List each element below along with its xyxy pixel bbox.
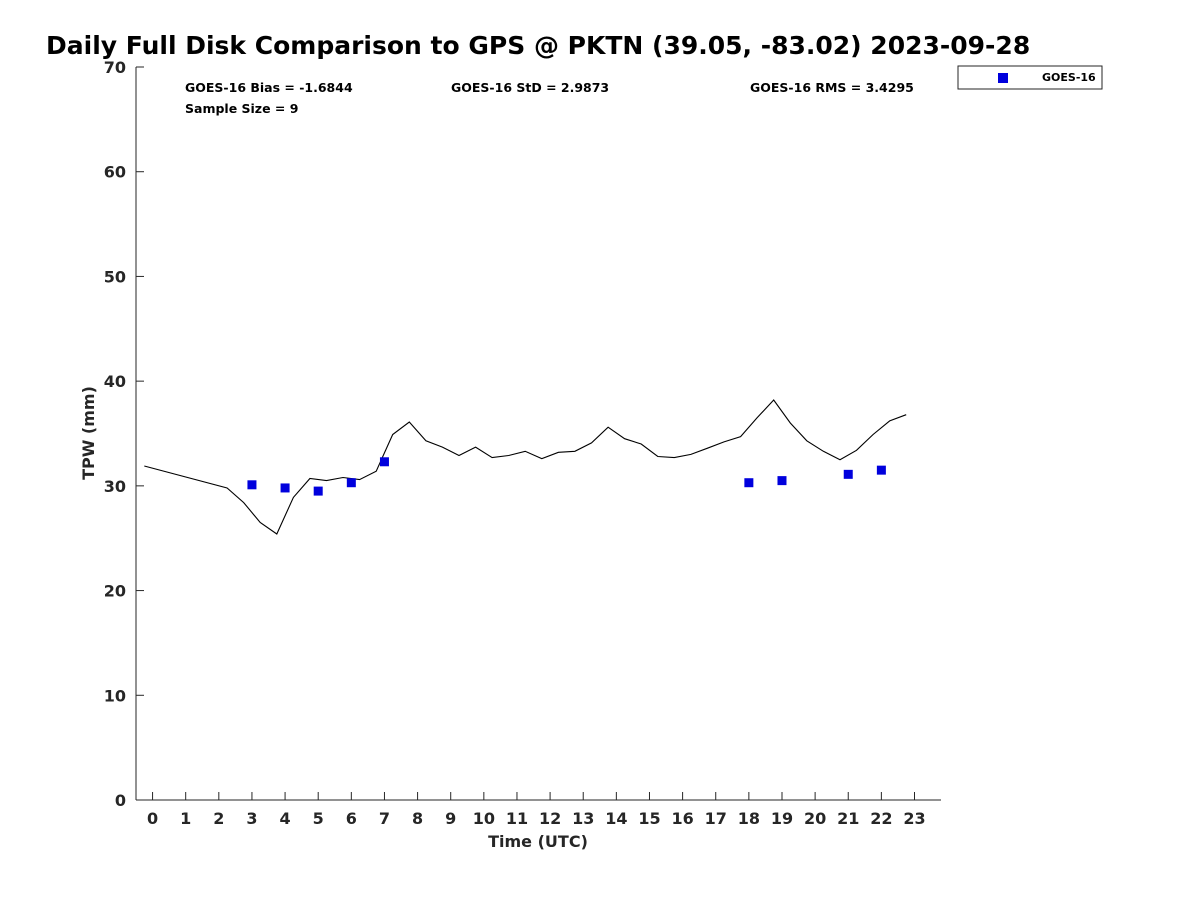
goes16-point [744, 478, 754, 488]
goes16-point [876, 465, 886, 475]
y-tick-label: 50 [104, 267, 126, 286]
x-tick-label: 10 [473, 809, 495, 828]
goes16-point [379, 457, 389, 467]
y-tick-label: 0 [115, 791, 126, 810]
legend-marker-goes16 [998, 73, 1008, 83]
stat-rms: GOES-16 RMS = 3.4295 [750, 80, 914, 95]
x-tick-label: 6 [346, 809, 357, 828]
x-axis-label: Time (UTC) [488, 832, 588, 851]
stat-bias: GOES-16 Bias = -1.6844 [185, 80, 353, 95]
goes16-point [346, 478, 356, 488]
x-tick-label: 14 [605, 809, 627, 828]
y-tick-label: 40 [104, 372, 126, 391]
goes16-point [843, 469, 853, 479]
x-tick-label: 22 [870, 809, 892, 828]
y-tick-label: 60 [104, 163, 126, 182]
x-tick-label: 5 [313, 809, 324, 828]
y-tick-label: 30 [104, 477, 126, 496]
y-tick-label: 70 [104, 58, 126, 77]
x-tick-label: 17 [705, 809, 727, 828]
x-tick-label: 20 [804, 809, 826, 828]
x-tick-label: 11 [506, 809, 528, 828]
stat-sample-size: Sample Size = 9 [185, 101, 298, 116]
x-tick-label: 4 [280, 809, 291, 828]
y-axis-label: TPW (mm) [79, 386, 98, 480]
x-tick-label: 8 [412, 809, 423, 828]
x-tick-label: 18 [738, 809, 760, 828]
legend: GOES-16 [957, 65, 1103, 90]
goes16-point [280, 483, 290, 493]
goes16-point [777, 476, 787, 486]
x-tick-label: 13 [572, 809, 594, 828]
x-tick-label: 0 [147, 809, 158, 828]
x-tick-label: 15 [638, 809, 660, 828]
chart-title: Daily Full Disk Comparison to GPS @ PKTN… [46, 31, 1030, 60]
x-tick-label: 16 [671, 809, 693, 828]
legend-box [957, 65, 1103, 90]
plot-area [144, 399, 907, 535]
gps-tpw-line [144, 399, 907, 535]
stat-std: GOES-16 StD = 2.9873 [451, 80, 609, 95]
x-tick-label: 23 [903, 809, 925, 828]
legend-label-goes16: GOES-16 [1042, 71, 1096, 84]
y-tick-label: 20 [104, 582, 126, 601]
x-tick-label: 7 [379, 809, 390, 828]
x-tick-label: 19 [771, 809, 793, 828]
x-tick-label: 21 [837, 809, 859, 828]
x-tick-label: 3 [246, 809, 257, 828]
goes16-point [313, 486, 323, 496]
goes16-point [247, 480, 257, 490]
x-tick-label: 12 [539, 809, 561, 828]
y-ticks: 0 10 20 30 40 50 60 70 [104, 58, 144, 810]
x-tick-label: 1 [180, 809, 191, 828]
x-ticks: 0 1 2 3 4 5 6 7 8 9 10 11 12 13 14 15 16 17 18 19 20 21 22 23 [147, 792, 926, 828]
y-tick-label: 10 [104, 686, 126, 705]
stats-annotations: GOES-16 Bias = -1.6844 GOES-16 StD = 2.9… [185, 80, 914, 116]
x-tick-label: 9 [445, 809, 456, 828]
x-tick-label: 2 [213, 809, 224, 828]
